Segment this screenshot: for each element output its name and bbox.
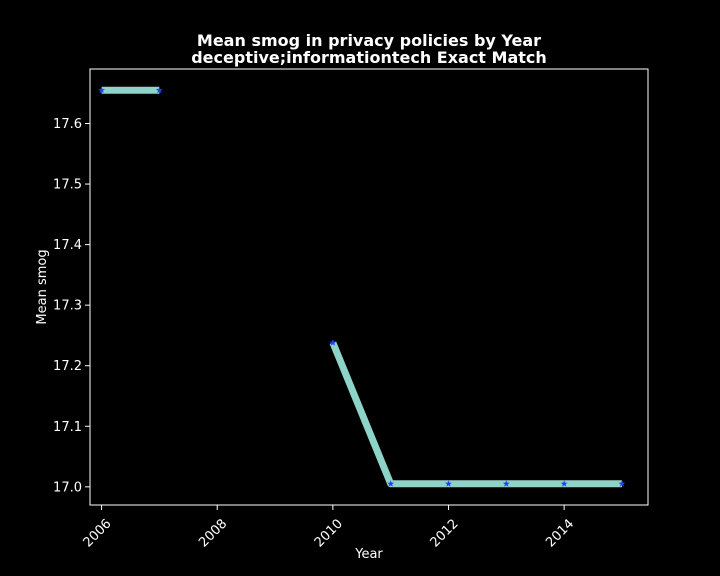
series-markers	[98, 86, 626, 487]
series-line-segment	[329, 341, 622, 488]
data-point-marker	[155, 86, 163, 94]
y-tick-label: 17.6	[53, 117, 82, 132]
data-point-marker	[560, 480, 568, 487]
x-axis-label: Year	[354, 547, 383, 562]
x-axis: 2006 2008 2010 2012 2014	[81, 505, 577, 550]
x-tick-label: 2010	[312, 516, 346, 550]
x-tick-label: 2006	[81, 516, 115, 550]
data-point-marker	[618, 480, 626, 487]
data-point-marker	[502, 480, 510, 487]
y-tick-label: 17.3	[53, 299, 82, 314]
data-point-marker	[98, 86, 105, 94]
y-tick-label: 17.4	[53, 238, 82, 253]
data-point-marker	[329, 339, 337, 346]
chart-title-line1: Mean smog in privacy policies by Year	[197, 31, 541, 50]
y-tick-label: 17.5	[53, 178, 82, 193]
y-tick-label: 17.2	[53, 359, 82, 374]
chart-title-line2: deceptive;informationtech Exact Match	[191, 48, 547, 67]
x-tick-label: 2012	[428, 516, 462, 550]
series-lines	[101, 86, 622, 488]
data-point-marker	[387, 480, 395, 487]
y-tick-label: 17.1	[53, 420, 82, 435]
y-tick-label: 17.0	[53, 480, 82, 495]
x-tick-label: 2008	[196, 516, 230, 550]
x-tick-label: 2014	[543, 516, 577, 550]
data-point-marker	[445, 480, 452, 487]
plot-frame	[89, 68, 649, 506]
y-axis-label: Mean smog	[35, 249, 50, 324]
y-axis: 17.0 17.1 17.2 17.3 17.4 17.5 17.6	[53, 117, 90, 495]
